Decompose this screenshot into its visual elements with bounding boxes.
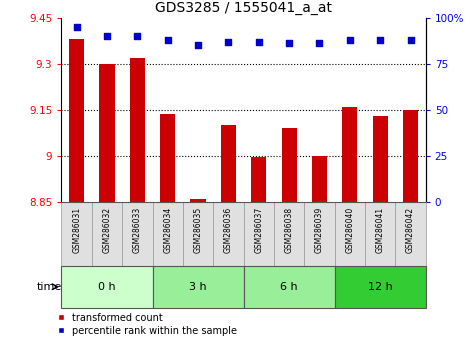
Point [225,39,232,45]
Bar [334,202,365,266]
Text: GSM286036: GSM286036 [224,207,233,253]
Text: 3 h: 3 h [189,282,207,292]
Bar [92,202,122,266]
Bar [403,110,418,202]
Text: GSM286033: GSM286033 [133,207,142,253]
Text: time: time [37,282,62,292]
Text: GSM286031: GSM286031 [72,207,81,253]
Bar [61,202,92,266]
Bar [221,125,236,202]
Bar [365,202,395,266]
Bar [122,202,152,266]
Text: 12 h: 12 h [368,282,393,292]
Bar [281,128,297,202]
Bar [152,266,244,308]
Text: GSM286038: GSM286038 [285,207,294,253]
Text: GSM286039: GSM286039 [315,207,324,253]
Bar [61,266,152,308]
Point [103,33,111,39]
Bar [334,266,426,308]
Text: GSM286035: GSM286035 [193,207,202,253]
Bar [191,199,206,202]
Text: GSM286040: GSM286040 [345,207,354,253]
Title: GDS3285 / 1555041_a_at: GDS3285 / 1555041_a_at [155,1,332,15]
Bar [130,58,145,202]
Point [164,37,172,42]
Bar [244,202,274,266]
Bar [99,64,114,202]
Text: GSM286037: GSM286037 [254,207,263,253]
Text: GSM286042: GSM286042 [406,207,415,253]
Bar [69,39,84,202]
Point [73,24,80,30]
Bar [183,202,213,266]
Bar [244,266,334,308]
Point [407,37,414,42]
Text: GSM286034: GSM286034 [163,207,172,253]
Bar [373,116,388,202]
Text: 0 h: 0 h [98,282,116,292]
Bar [395,202,426,266]
Point [285,41,293,46]
Bar [152,202,183,266]
Bar [304,202,334,266]
Text: 6 h: 6 h [280,282,298,292]
Text: GSM286041: GSM286041 [376,207,385,253]
Legend: transformed count, percentile rank within the sample: transformed count, percentile rank withi… [57,313,237,336]
Bar [213,202,244,266]
Bar [342,107,358,202]
Bar [160,114,175,202]
Text: GSM286032: GSM286032 [103,207,112,253]
Point [377,37,384,42]
Point [133,33,141,39]
Point [255,39,263,45]
Point [194,42,202,48]
Bar [251,157,266,202]
Point [315,41,323,46]
Bar [274,202,304,266]
Bar [312,156,327,202]
Point [346,37,354,42]
